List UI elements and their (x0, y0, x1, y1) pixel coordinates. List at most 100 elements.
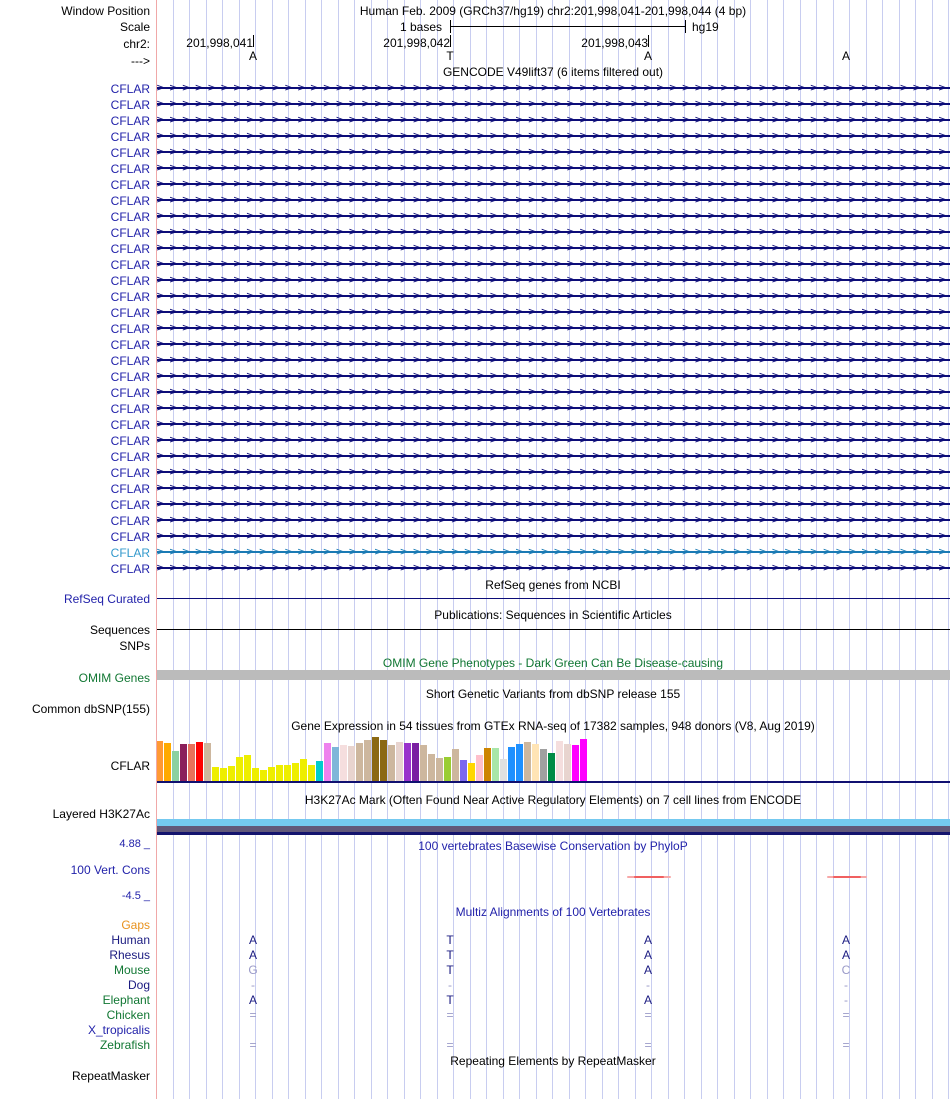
gtex-tissue-bar[interactable] (284, 765, 291, 781)
gtex-expression-barchart[interactable] (156, 735, 950, 783)
gene-label-cflar[interactable]: CFLAR (110, 178, 150, 192)
gtex-tissue-bar[interactable] (428, 754, 435, 781)
gene-label-cflar[interactable]: CFLAR (110, 466, 150, 480)
gene-feature-row[interactable]: >>>>>>>>>>>>>>>>>>>>>>>>>>>>>>>>>>>>>>>>… (156, 514, 950, 526)
gene-feature-row[interactable]: >>>>>>>>>>>>>>>>>>>>>>>>>>>>>>>>>>>>>>>>… (156, 82, 950, 94)
refseq-feature-line[interactable] (156, 598, 950, 599)
gtex-tissue-bar[interactable] (388, 745, 395, 781)
gene-label-cflar[interactable]: CFLAR (110, 450, 150, 464)
gtex-tissue-bar[interactable] (244, 755, 251, 781)
species-label-chicken[interactable]: Chicken (106, 1008, 150, 1022)
gene-label-cflar[interactable]: CFLAR (110, 514, 150, 528)
gtex-tissue-bar[interactable] (500, 759, 507, 781)
gtex-track-label[interactable]: CFLAR (110, 759, 150, 773)
gene-feature-row[interactable]: >>>>>>>>>>>>>>>>>>>>>>>>>>>>>>>>>>>>>>>>… (156, 146, 950, 158)
gene-label-cflar[interactable]: CFLAR (110, 98, 150, 112)
gtex-tissue-bar[interactable] (524, 742, 531, 781)
gene-label-cflar[interactable]: CFLAR (110, 482, 150, 496)
gtex-tissue-bar[interactable] (252, 768, 259, 781)
gene-label-cflar[interactable]: CFLAR (110, 354, 150, 368)
gene-label-cflar[interactable]: CFLAR (110, 194, 150, 208)
gene-feature-row[interactable]: >>>>>>>>>>>>>>>>>>>>>>>>>>>>>>>>>>>>>>>>… (156, 546, 950, 558)
gtex-tissue-bar[interactable] (492, 748, 499, 781)
gene-feature-row[interactable]: >>>>>>>>>>>>>>>>>>>>>>>>>>>>>>>>>>>>>>>>… (156, 242, 950, 254)
gene-feature-row[interactable]: >>>>>>>>>>>>>>>>>>>>>>>>>>>>>>>>>>>>>>>>… (156, 482, 950, 494)
gtex-tissue-bar[interactable] (324, 743, 331, 781)
gtex-tissue-bar[interactable] (556, 741, 563, 781)
gene-label-cflar[interactable]: CFLAR (110, 210, 150, 224)
gtex-tissue-bar[interactable] (316, 761, 323, 781)
gene-feature-row[interactable]: >>>>>>>>>>>>>>>>>>>>>>>>>>>>>>>>>>>>>>>>… (156, 178, 950, 190)
gtex-tissue-bar[interactable] (540, 749, 547, 781)
gene-feature-row[interactable]: >>>>>>>>>>>>>>>>>>>>>>>>>>>>>>>>>>>>>>>>… (156, 98, 950, 110)
gtex-tissue-bar[interactable] (188, 744, 195, 781)
species-label-x_tropicalis[interactable]: X_tropicalis (87, 1023, 150, 1037)
gene-label-cflar[interactable]: CFLAR (110, 338, 150, 352)
gene-feature-row[interactable]: >>>>>>>>>>>>>>>>>>>>>>>>>>>>>>>>>>>>>>>>… (156, 130, 950, 142)
gene-label-cflar[interactable]: CFLAR (110, 258, 150, 272)
gene-label-cflar[interactable]: CFLAR (110, 546, 150, 560)
gtex-tissue-bar[interactable] (332, 747, 339, 781)
gtex-tissue-bar[interactable] (532, 744, 539, 781)
gene-label-cflar[interactable]: CFLAR (110, 114, 150, 128)
gtex-tissue-bar[interactable] (164, 743, 171, 781)
gene-label-cflar[interactable]: CFLAR (110, 322, 150, 336)
gtex-tissue-bar[interactable] (196, 742, 203, 781)
gtex-tissue-bar[interactable] (292, 763, 299, 781)
gene-feature-row[interactable]: >>>>>>>>>>>>>>>>>>>>>>>>>>>>>>>>>>>>>>>>… (156, 466, 950, 478)
gtex-tissue-bar[interactable] (260, 770, 267, 781)
gtex-tissue-bar[interactable] (380, 740, 387, 781)
gene-label-cflar[interactable]: CFLAR (110, 146, 150, 160)
gene-label-cflar[interactable]: CFLAR (110, 306, 150, 320)
repeatmasker-track-label[interactable]: RepeatMasker (71, 1069, 150, 1083)
gene-feature-row[interactable]: >>>>>>>>>>>>>>>>>>>>>>>>>>>>>>>>>>>>>>>>… (156, 226, 950, 238)
gene-feature-row[interactable]: >>>>>>>>>>>>>>>>>>>>>>>>>>>>>>>>>>>>>>>>… (156, 322, 950, 334)
gtex-tissue-bar[interactable] (204, 743, 211, 781)
species-label-elephant[interactable]: Elephant (102, 993, 150, 1007)
gene-label-cflar[interactable]: CFLAR (110, 226, 150, 240)
species-label-rhesus[interactable]: Rhesus (109, 948, 150, 962)
gene-feature-row[interactable]: >>>>>>>>>>>>>>>>>>>>>>>>>>>>>>>>>>>>>>>>… (156, 354, 950, 366)
gtex-tissue-bar[interactable] (564, 744, 571, 781)
gtex-tissue-bar[interactable] (340, 745, 347, 781)
refseq-track-label[interactable]: RefSeq Curated (63, 592, 150, 606)
gtex-tissue-bar[interactable] (516, 744, 523, 781)
gtex-tissue-bar[interactable] (404, 743, 411, 781)
gtex-tissue-bar[interactable] (468, 763, 475, 781)
gene-feature-row[interactable]: >>>>>>>>>>>>>>>>>>>>>>>>>>>>>>>>>>>>>>>>… (156, 498, 950, 510)
gtex-tissue-bar[interactable] (308, 765, 315, 781)
gene-label-cflar[interactable]: CFLAR (110, 402, 150, 416)
gtex-tissue-bar[interactable] (476, 755, 483, 781)
gtex-tissue-bar[interactable] (548, 753, 555, 781)
gtex-tissue-bar[interactable] (436, 758, 443, 781)
gtex-tissue-bar[interactable] (228, 766, 235, 781)
gtex-tissue-bar[interactable] (572, 745, 579, 781)
gtex-tissue-bar[interactable] (420, 745, 427, 781)
species-label-mouse[interactable]: Mouse (113, 963, 150, 977)
gene-label-cflar[interactable]: CFLAR (110, 434, 150, 448)
gene-label-cflar[interactable]: CFLAR (110, 530, 150, 544)
gtex-tissue-bar[interactable] (460, 760, 467, 781)
gene-feature-row[interactable]: >>>>>>>>>>>>>>>>>>>>>>>>>>>>>>>>>>>>>>>>… (156, 210, 950, 222)
gtex-tissue-bar[interactable] (236, 757, 243, 781)
gene-feature-row[interactable]: >>>>>>>>>>>>>>>>>>>>>>>>>>>>>>>>>>>>>>>>… (156, 370, 950, 382)
gene-label-cflar[interactable]: CFLAR (110, 386, 150, 400)
omim-feature-bar[interactable] (156, 670, 950, 680)
gtex-tissue-bar[interactable] (452, 749, 459, 781)
gtex-tissue-bar[interactable] (580, 739, 587, 781)
gene-label-cflar[interactable]: CFLAR (110, 242, 150, 256)
gtex-tissue-bar[interactable] (180, 744, 187, 781)
gene-feature-row[interactable]: >>>>>>>>>>>>>>>>>>>>>>>>>>>>>>>>>>>>>>>>… (156, 274, 950, 286)
gene-label-cflar[interactable]: CFLAR (110, 370, 150, 384)
publications-feature-line[interactable] (156, 629, 950, 630)
gene-feature-row[interactable]: >>>>>>>>>>>>>>>>>>>>>>>>>>>>>>>>>>>>>>>>… (156, 114, 950, 126)
gene-label-cflar[interactable]: CFLAR (110, 162, 150, 176)
gtex-tissue-bar[interactable] (300, 759, 307, 781)
publications-track-label[interactable]: Sequences (89, 623, 150, 637)
gtex-tissue-bar[interactable] (212, 767, 219, 781)
gene-label-cflar[interactable]: CFLAR (110, 418, 150, 432)
dbsnp-track-label[interactable]: Common dbSNP(155) (31, 702, 150, 716)
gtex-tissue-bar[interactable] (348, 746, 355, 781)
gtex-tissue-bar[interactable] (444, 757, 451, 781)
